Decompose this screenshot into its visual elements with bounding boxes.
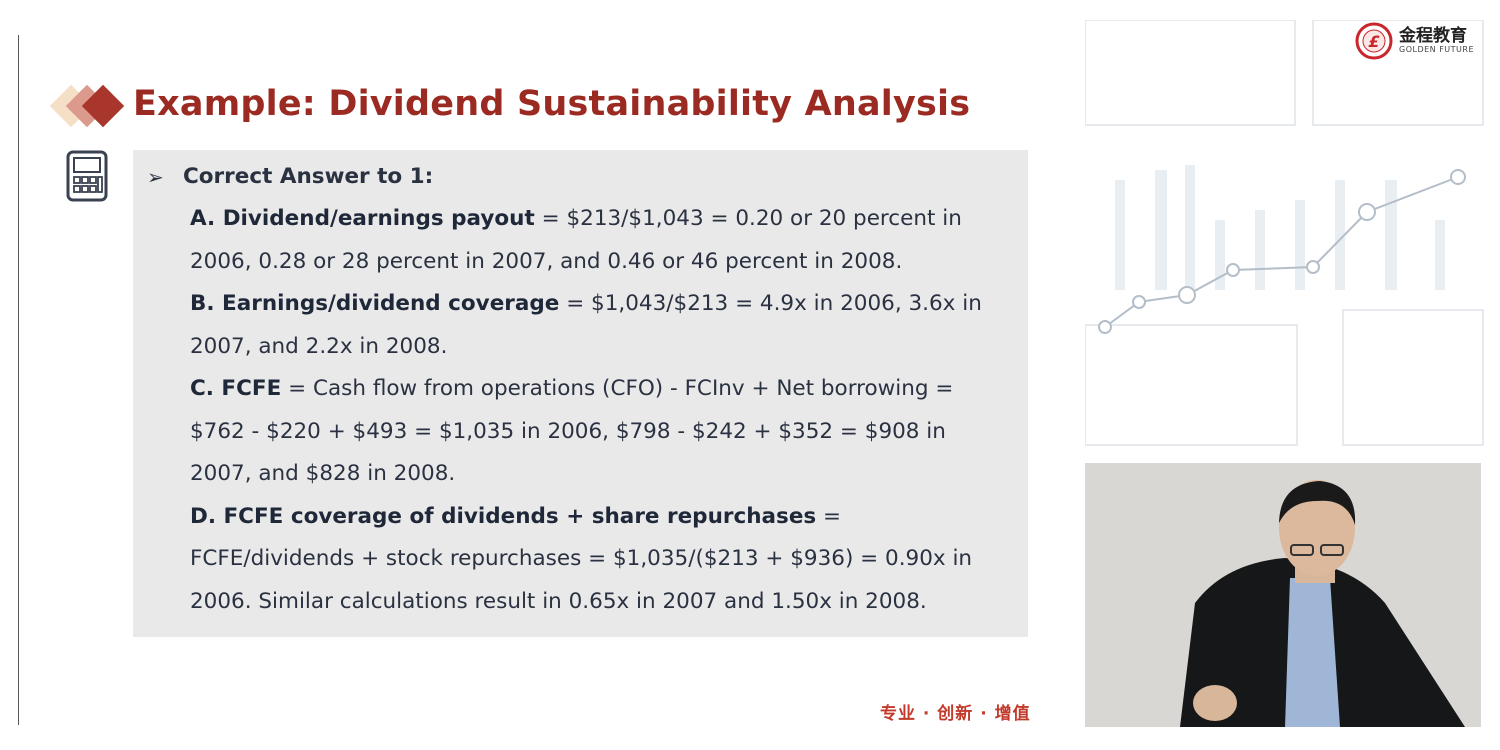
item-a-line1: A. Dividend/earnings payout = $213/$1,04… bbox=[190, 206, 962, 231]
item-c-label: C. FCFE bbox=[190, 376, 282, 401]
item-a-label: A. Dividend/earnings payout bbox=[190, 206, 535, 231]
presenter-figure bbox=[1085, 463, 1481, 727]
item-d-line2: FCFE/dividends + stock repurchases = $1,… bbox=[190, 546, 973, 571]
item-d-line1: D. FCFE coverage of dividends + share re… bbox=[190, 504, 841, 529]
presenter-video bbox=[1085, 463, 1481, 727]
item-d-line3: 2006. Similar calculations result in 0.6… bbox=[190, 589, 927, 614]
answer-box bbox=[133, 150, 1028, 637]
logo-seal-icon: £ bbox=[1355, 22, 1393, 60]
item-c-line2: $762 - $220 + $493 = $1,035 in 2006, $79… bbox=[190, 419, 946, 444]
slide-border bbox=[18, 35, 19, 725]
item-b-label: B. Earnings/dividend coverage bbox=[190, 291, 560, 316]
company-logo: £ 金程教育 GOLDEN FUTURE bbox=[1355, 22, 1475, 60]
decorative-background-chart bbox=[1085, 20, 1484, 446]
slide-title: Example: Dividend Sustainability Analysi… bbox=[133, 84, 971, 124]
answer-heading: Correct Answer to 1: bbox=[183, 164, 434, 189]
item-d-text: = bbox=[816, 504, 842, 529]
item-b-line2: 2007, and 2.2x in 2008. bbox=[190, 334, 448, 359]
svg-text:£: £ bbox=[1368, 32, 1380, 51]
slogan-footer: 专业 · 创新 · 增值 bbox=[880, 704, 1031, 724]
calculator-icon bbox=[66, 150, 108, 202]
item-c-text: = Cash flow from operations (CFO) - FCIn… bbox=[281, 376, 954, 401]
title-diamonds-icon bbox=[49, 84, 125, 128]
item-d-label: D. FCFE coverage of dividends + share re… bbox=[190, 504, 817, 529]
logo-cn: 金程教育 bbox=[1399, 26, 1467, 46]
item-a-line2: 2006, 0.28 or 28 percent in 2007, and 0.… bbox=[190, 249, 903, 274]
bullet-arrow-icon: ➢ bbox=[147, 165, 164, 189]
item-b-line1: B. Earnings/dividend coverage = $1,043/$… bbox=[190, 291, 982, 316]
item-c-line3: 2007, and $828 in 2008. bbox=[190, 461, 456, 486]
item-a-text: = $213/$1,043 = 0.20 or 20 percent in bbox=[534, 206, 962, 231]
item-c-line1: C. FCFE = Cash flow from operations (CFO… bbox=[190, 376, 953, 401]
item-b-text: = $1,043/$213 = 4.9x in 2006, 3.6x in bbox=[559, 291, 982, 316]
logo-en: GOLDEN FUTURE bbox=[1399, 45, 1475, 54]
